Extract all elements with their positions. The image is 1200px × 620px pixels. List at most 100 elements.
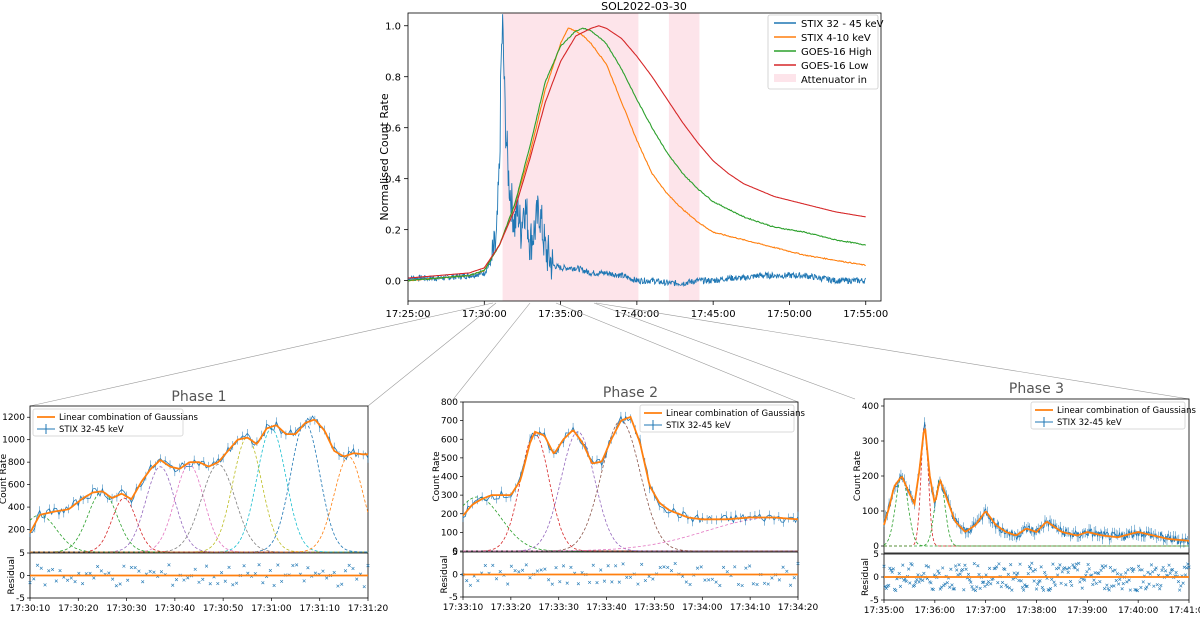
x-tick-label: 17:35:00: [538, 309, 583, 320]
residual-point: [159, 570, 164, 574]
residual-point: [1120, 587, 1124, 591]
residual-point: [193, 567, 197, 571]
x-tick-label: 17:30:10: [10, 604, 51, 614]
residual-point: [924, 564, 928, 568]
residual-point: [1135, 589, 1139, 593]
residual-point: [1064, 583, 1068, 587]
residual-point: [714, 580, 718, 584]
residual-point: [231, 583, 235, 587]
residual-point: [703, 578, 707, 582]
residual-point: [126, 578, 130, 582]
residual-point: [1032, 579, 1036, 583]
residual-tick-label: -5: [449, 593, 458, 603]
residual-point: [721, 565, 726, 570]
residual-point: [1111, 569, 1115, 573]
residual-point: [983, 584, 987, 588]
x-tick-label: 17:40:00: [614, 309, 659, 320]
residual-point: [208, 582, 212, 586]
residual-point: [908, 581, 912, 585]
residual-point: [1161, 565, 1165, 570]
residual-point: [47, 569, 51, 573]
residual-point: [621, 562, 625, 566]
residual-point: [949, 567, 953, 571]
residual-point: [506, 582, 510, 586]
residual-point: [1036, 582, 1040, 586]
residual-point: [613, 564, 618, 568]
x-tick-label: 17:35:00: [864, 606, 905, 616]
residual-point: [887, 583, 891, 588]
residual-point: [792, 576, 796, 580]
residual-point: [1091, 582, 1095, 587]
gaussian-component: [463, 517, 799, 552]
residual-point: [1124, 571, 1128, 575]
residual-point: [204, 564, 209, 568]
residual-point: [1065, 567, 1069, 571]
x-tick-label: 17:30:00: [462, 309, 507, 320]
gaussian-component: [883, 475, 1189, 547]
residual-point: [1016, 571, 1020, 575]
y-tick-label: 0.4: [385, 175, 401, 186]
y-tick-label: 200: [8, 526, 25, 536]
residual-point: [915, 577, 919, 582]
residual-tick-label: 5: [873, 550, 879, 560]
residual-tick-label: 0: [452, 571, 458, 581]
residual-point: [918, 577, 922, 581]
residual-point: [1063, 566, 1067, 570]
residual-point: [539, 568, 543, 572]
x-tick-label: 17:30:40: [155, 604, 196, 614]
residual-point: [969, 580, 973, 584]
y-tick-label: 0.8: [385, 73, 401, 84]
residual-point: [1034, 587, 1039, 591]
legend-label: Linear combination of Gaussians: [59, 413, 199, 423]
residual-point: [186, 576, 190, 580]
residual-point: [268, 568, 272, 573]
residual-point: [1154, 566, 1158, 570]
residual-point: [1043, 570, 1047, 575]
residual-label: Residual: [7, 556, 17, 594]
residual-point: [770, 576, 774, 580]
y-tick-label: 400: [8, 503, 25, 513]
residual-point: [1102, 587, 1107, 591]
residual-point: [931, 587, 935, 592]
y-tick-label: 1.0: [385, 22, 401, 33]
residual-point: [223, 579, 227, 583]
residual-point: [1107, 588, 1111, 592]
residual-point: [1176, 579, 1181, 584]
x-tick-label: 17:31:00: [251, 604, 292, 614]
residual-point: [962, 588, 966, 592]
residual-point: [227, 565, 231, 569]
residual-point: [796, 561, 800, 566]
residual-point: [1185, 566, 1189, 570]
residual-point: [1092, 578, 1096, 582]
residual-point: [141, 580, 145, 584]
residual-point: [916, 573, 920, 577]
residual-point: [32, 577, 36, 581]
y-tick-label: 600: [441, 435, 458, 445]
residual-point: [1098, 580, 1102, 584]
residual-point: [272, 583, 276, 588]
residual-point: [1082, 578, 1087, 582]
residual-point: [137, 569, 141, 573]
residual-point: [543, 567, 547, 571]
gaussian-fit-line: [29, 418, 368, 534]
residual-point: [1024, 584, 1028, 589]
residual-point: [313, 571, 318, 575]
residual-point: [306, 566, 310, 570]
main-chart: SOL2022-03-30 Normalised Count Rate 0.00…: [378, 0, 888, 320]
residual-point: [688, 582, 692, 587]
residual-point: [1025, 584, 1029, 588]
residual-point: [1115, 572, 1120, 576]
residual-point: [707, 578, 711, 582]
residual-point: [58, 568, 62, 573]
residual-point: [517, 570, 521, 574]
residual-point: [35, 563, 40, 567]
residual-point: [996, 580, 1000, 585]
residual-point: [884, 586, 888, 591]
residual-point: [985, 582, 989, 587]
residual-point: [1026, 572, 1030, 576]
residual-point: [907, 567, 911, 571]
zoom-connectors: [29, 302, 1190, 407]
legend-label: STIX 4-10 keV: [801, 33, 871, 44]
residual-point: [468, 583, 473, 587]
residual-point: [1163, 569, 1168, 573]
